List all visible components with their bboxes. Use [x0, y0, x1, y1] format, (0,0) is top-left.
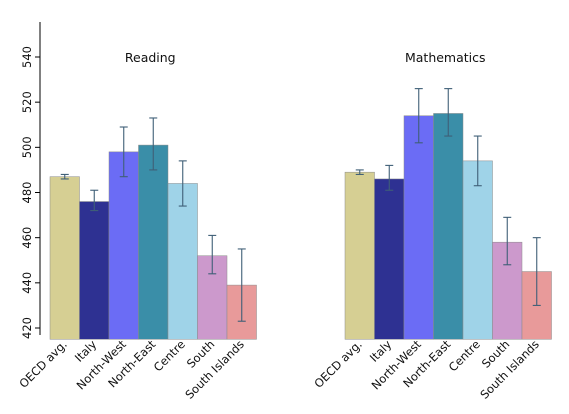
- y-tick-label: 500: [20, 136, 34, 158]
- bar-oecd-avg-: [49, 176, 80, 340]
- bar-north-east: [138, 144, 169, 340]
- bar-oecd-avg-: [344, 171, 375, 340]
- y-tick-label: 520: [20, 91, 34, 113]
- x-tick-label: OECD avg.: [311, 337, 365, 391]
- panel-title: Reading: [125, 50, 176, 65]
- bar-north-west: [108, 151, 139, 340]
- y-axis: 420 440 460 480 500 520 540: [20, 22, 41, 339]
- y-tick-label: 460: [20, 227, 34, 249]
- panel-title: Mathematics: [405, 50, 486, 65]
- bar-centre: [462, 160, 493, 340]
- y-tick-label: 420: [20, 317, 34, 339]
- bar-centre: [167, 183, 198, 340]
- bar-north-west: [403, 115, 434, 340]
- bar-italy: [79, 201, 110, 340]
- x-tick-label: Centre: [151, 337, 188, 374]
- bar-north-east: [433, 113, 464, 340]
- y-tick-label: 440: [20, 272, 34, 294]
- x-tick-label: Centre: [446, 337, 483, 374]
- bar-italy: [374, 178, 405, 340]
- y-tick-label: 540: [20, 46, 34, 68]
- x-tick-label: OECD avg.: [16, 337, 70, 391]
- y-tick-label: 480: [20, 182, 34, 204]
